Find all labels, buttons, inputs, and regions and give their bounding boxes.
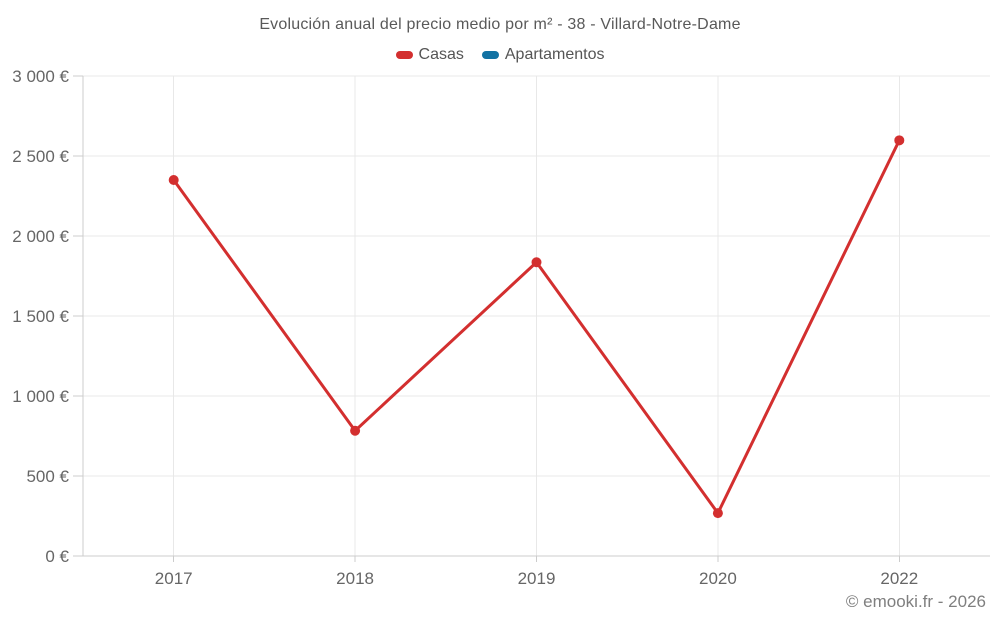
- data-point-casas-2017[interactable]: [168, 175, 179, 185]
- legend-label-casas: Casas: [418, 46, 464, 63]
- legend-item-apartamentos[interactable]: Apartamentos: [481, 46, 605, 64]
- y-tick-label: 500 €: [26, 467, 69, 486]
- y-tick-label: 3 000 €: [12, 67, 69, 86]
- legend-swatch-casas: [395, 51, 413, 59]
- data-point-casas-2022[interactable]: [894, 135, 905, 146]
- y-tick-label: 0 €: [45, 547, 69, 566]
- data-point-casas-2020[interactable]: [712, 508, 723, 519]
- y-tick-label: 2 000 €: [12, 227, 69, 246]
- data-point-casas-2019[interactable]: [531, 257, 542, 268]
- legend-item-casas[interactable]: Casas: [395, 46, 464, 64]
- data-point-casas-2018[interactable]: [350, 425, 361, 436]
- x-tick-label: 2022: [880, 569, 918, 588]
- x-tick-label: 2018: [336, 569, 374, 588]
- legend-label-apartamentos: Apartamentos: [504, 46, 605, 63]
- x-tick-label: 2019: [518, 569, 556, 588]
- chart-legend: Casas Apartamentos: [0, 46, 1000, 64]
- y-tick-label: 1 000 €: [12, 387, 69, 406]
- x-tick-label: 2017: [155, 569, 193, 588]
- x-tick-label: 2020: [699, 569, 737, 588]
- y-tick-label: 2 500 €: [12, 147, 69, 166]
- legend-swatch-apartamentos: [481, 51, 499, 59]
- chart-title: Evolución anual del precio medio por m² …: [259, 16, 741, 33]
- copyright-watermark: © emooki.fr - 2026: [845, 592, 986, 611]
- y-tick-label: 1 500 €: [12, 307, 69, 326]
